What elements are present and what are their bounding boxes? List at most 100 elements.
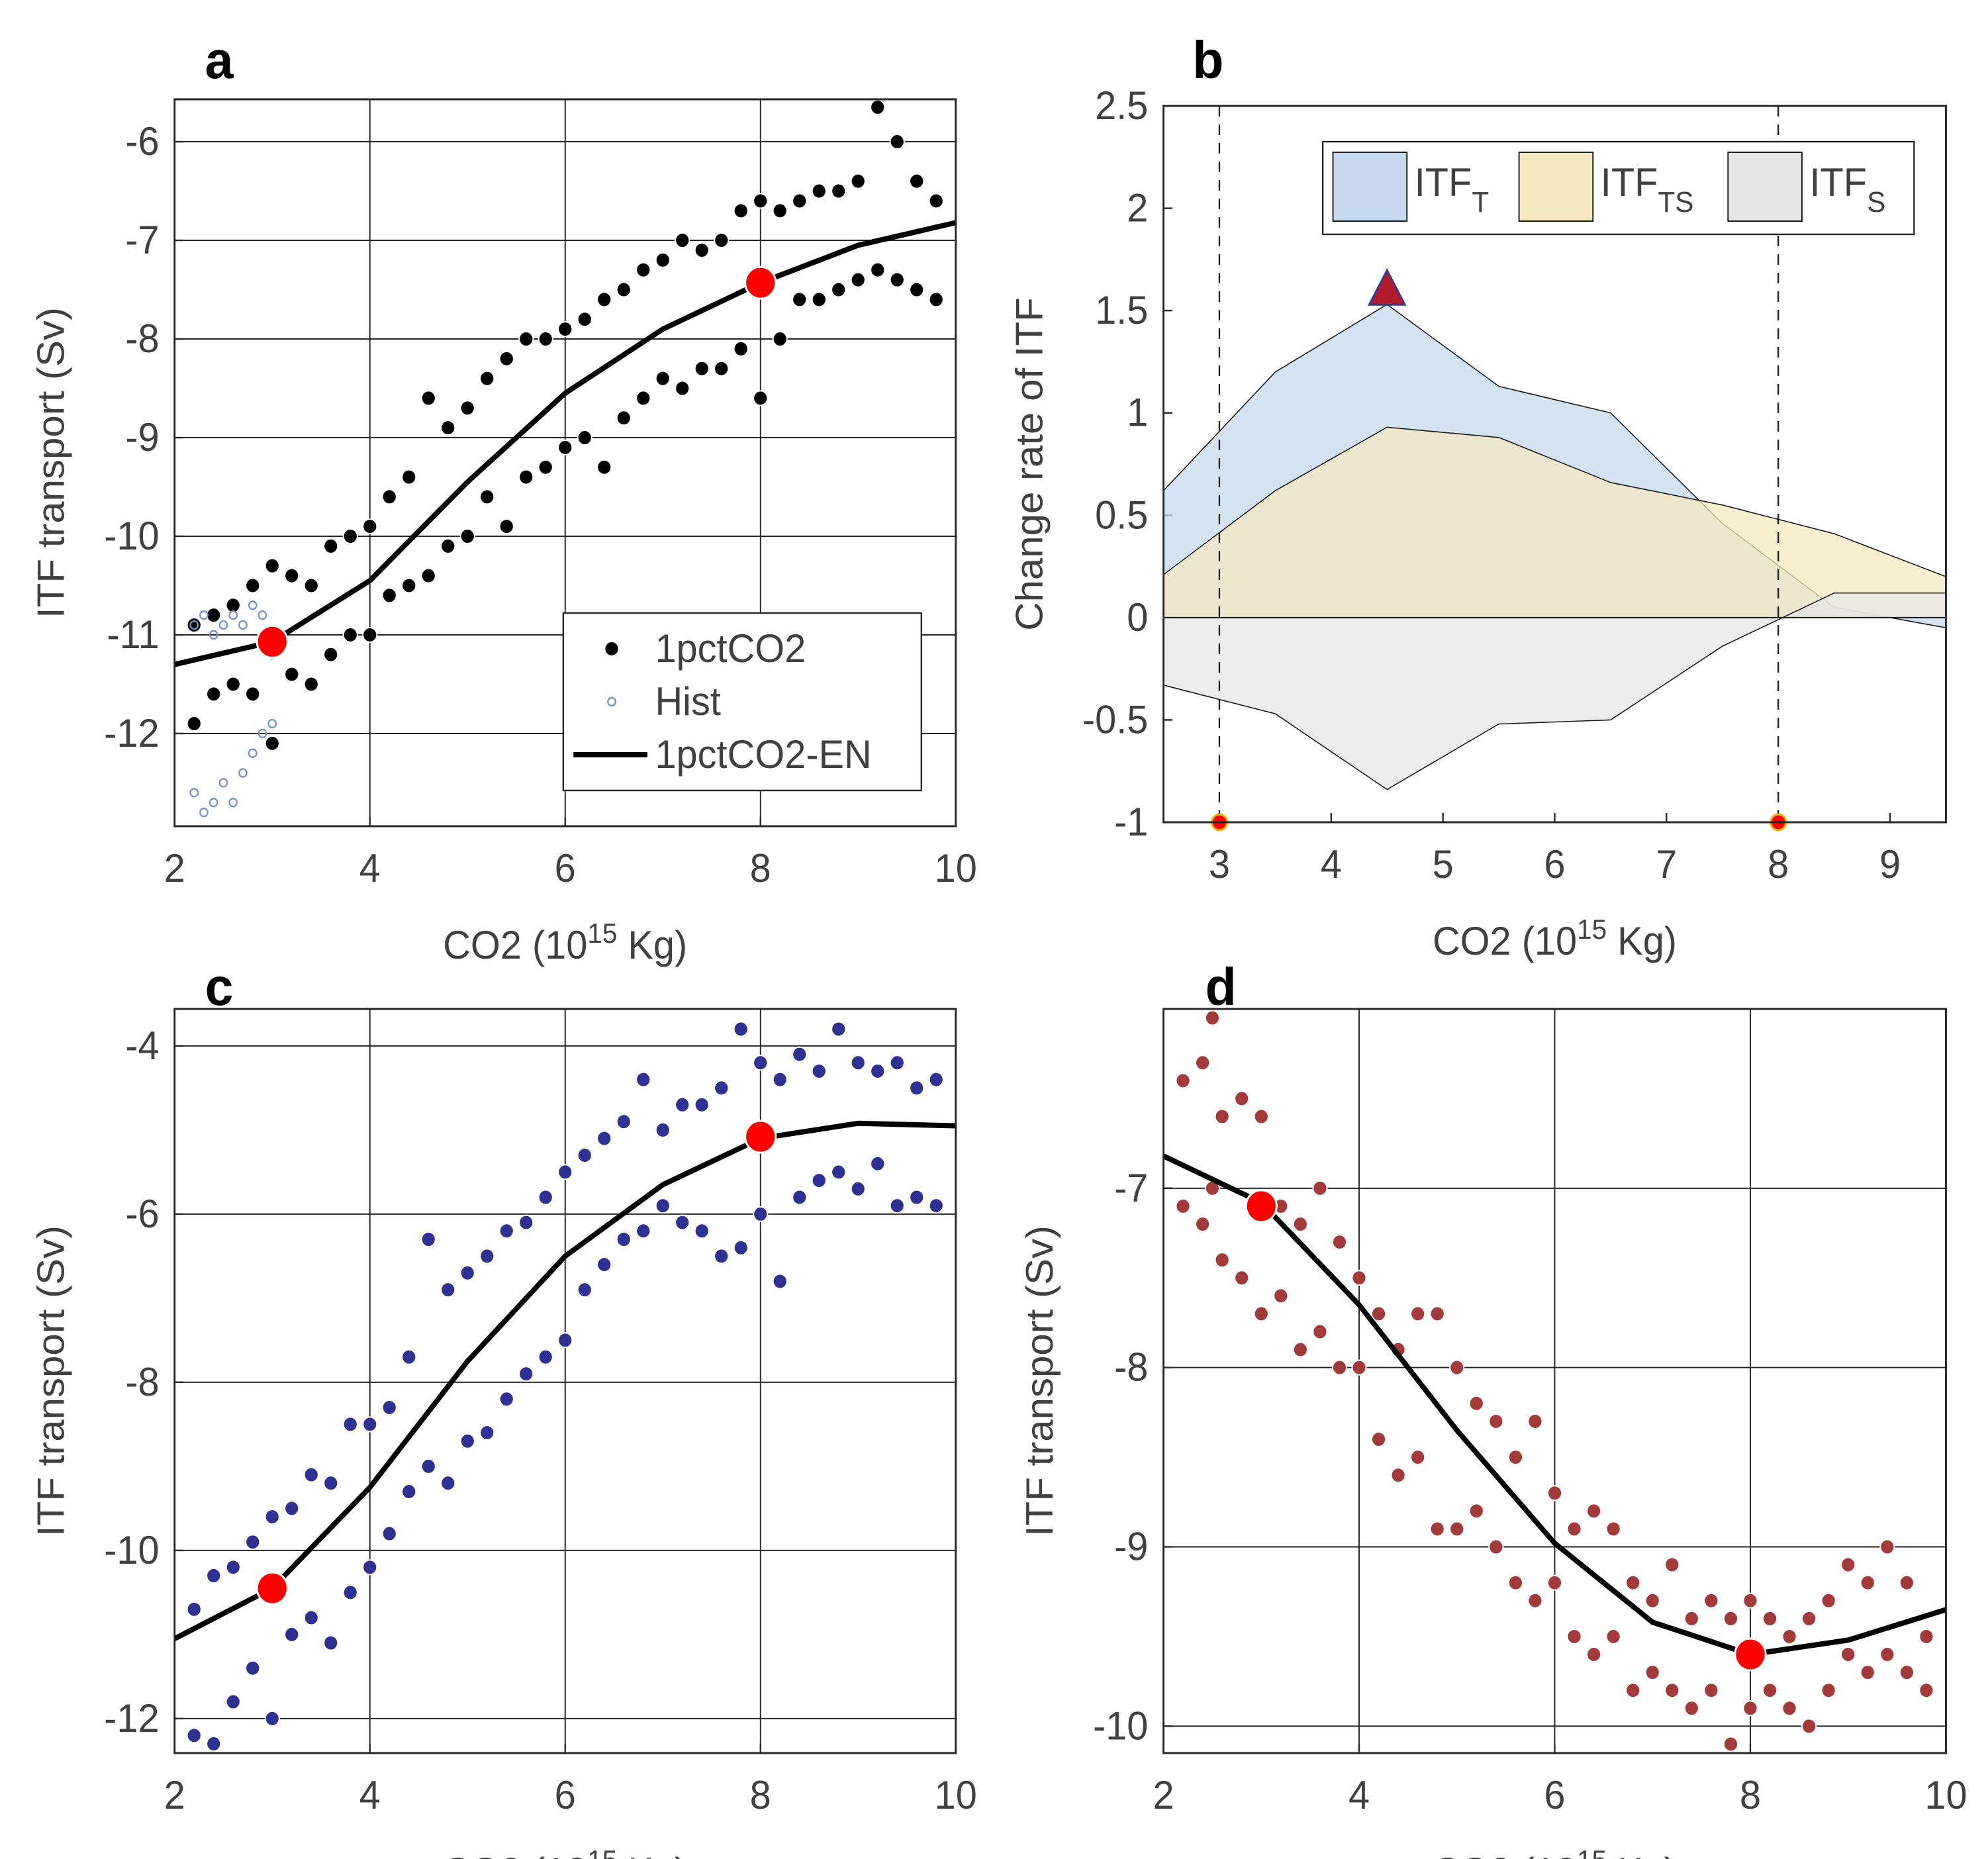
scatter-point [792,1046,808,1063]
scatter-point [206,1736,222,1752]
scatter-point [909,173,925,189]
scatter-point [1742,1592,1758,1609]
scatter-point [1742,1700,1758,1717]
scatter-point [228,798,238,808]
scatter-point [245,577,261,594]
scatter-point [655,1121,671,1138]
scatter-point [401,469,417,485]
scatter-point [518,1366,534,1382]
scatter-point [1214,1108,1230,1125]
scatter-point [245,686,261,702]
scatter-point [1351,1359,1367,1376]
scatter-point [284,666,300,683]
label-text: Kg) [617,924,687,967]
x-tick-label: 6 [555,1774,576,1817]
scatter-point [459,1433,475,1449]
area [1163,592,1946,790]
scatter-point [238,620,248,630]
scatter-point [870,1063,886,1079]
scatter-point [616,1114,632,1130]
scatter-point [850,1055,866,1071]
scatter-point [1605,1521,1621,1537]
panel: -10 -9 -8 -7 2 4 6 8 10 d CO2 (1015 Kg) ITF transpo… [1019,957,1967,1859]
scatter-point [1253,1108,1269,1125]
scatter-point [1644,1592,1660,1609]
scatter-point [733,1239,749,1256]
x-axis-label: CO2 (1015 Kg) [443,1844,687,1859]
plot-content [174,99,956,818]
scatter-point [1762,1610,1778,1627]
scatter-point [1683,1700,1699,1717]
y-tick-label: -0.5 [1082,698,1148,741]
scatter-point [1292,1341,1308,1358]
scatter-point [655,252,671,268]
scatter-point [577,1147,592,1163]
scatter-point [889,1055,905,1071]
x-tick-label: 3 [1209,843,1230,886]
y-axis-label: Change rate of ITF [1009,297,1051,631]
y-tick-label: -10 [104,1529,159,1572]
scatter-point [362,1559,378,1576]
scatter-point [792,291,808,308]
scatter-point [1371,1431,1387,1448]
axes-frame [173,1008,957,1754]
label-superscript: 15 [587,918,617,949]
scatter-point [831,1164,847,1180]
x-tick-label: 9 [1879,843,1901,886]
scatter-point [1566,1628,1582,1645]
scatter-point [772,331,788,348]
y-tick-label: -6 [125,1192,159,1236]
scatter-point [850,173,866,189]
legend-swatch [1518,152,1594,222]
label-text: CO2 (10 [1433,920,1577,963]
y-tick-label: -6 [125,120,159,164]
x-tick-label: 6 [1544,1774,1565,1817]
panel: -12 -10 -8 -6 -4 2 4 6 8 10 c CO2 (1015 Kg) ITF tran… [30,957,977,1859]
legend-label: 1pctCO2 [655,627,806,671]
axes-frame [173,98,957,828]
scatter-point [753,193,769,209]
scatter-point [381,1525,397,1542]
scatter-point [264,735,280,751]
panel-label: b [1192,30,1223,90]
scatter-point [420,1458,436,1474]
x-tick-label: 4 [1321,843,1342,886]
scatter-point [362,626,378,643]
scatter-point [1586,1503,1602,1519]
x-tick-label: 10 [935,847,977,890]
legend-label: Hist [655,680,720,724]
legend-label: ITFT [1415,161,1489,218]
x-tick-label: 2 [1153,1774,1174,1817]
scatter-point [1723,1610,1738,1627]
y-tick-label: -8 [1114,1346,1148,1390]
scatter-point [1410,1306,1426,1322]
scatter-point [1449,1359,1465,1376]
panel-label: c [205,957,234,1017]
legend-box [562,612,922,792]
scatter-point [362,518,378,535]
scatter-point [323,1475,339,1492]
legend-subscript: S [1867,186,1885,218]
x-axis-label: CO2 (1015 Kg) [1433,914,1677,963]
axes-frame [1162,105,1947,824]
scatter-point [479,489,495,505]
y-tick-label: -1 [1114,800,1148,844]
scatter-point [186,716,202,732]
scatter-point [1234,1270,1250,1286]
panel-label: d [1206,957,1237,1017]
x-tick-label: 10 [1924,1774,1967,1817]
scatter-point [538,459,553,475]
legend-label: 1pctCO2-EN [655,733,871,777]
y-tick-label: -8 [125,1360,159,1404]
scatter-point [616,1231,632,1247]
scatter-point [225,676,241,692]
scatter-point [675,232,690,249]
scatter-point [228,610,238,620]
scatter-point [1879,1646,1895,1663]
scatter-point [1488,1539,1504,1555]
scatter-point [694,1096,710,1113]
legend-swatch [1332,152,1408,222]
y-tick-label: -9 [1114,1525,1148,1569]
scatter-point [596,1130,612,1147]
